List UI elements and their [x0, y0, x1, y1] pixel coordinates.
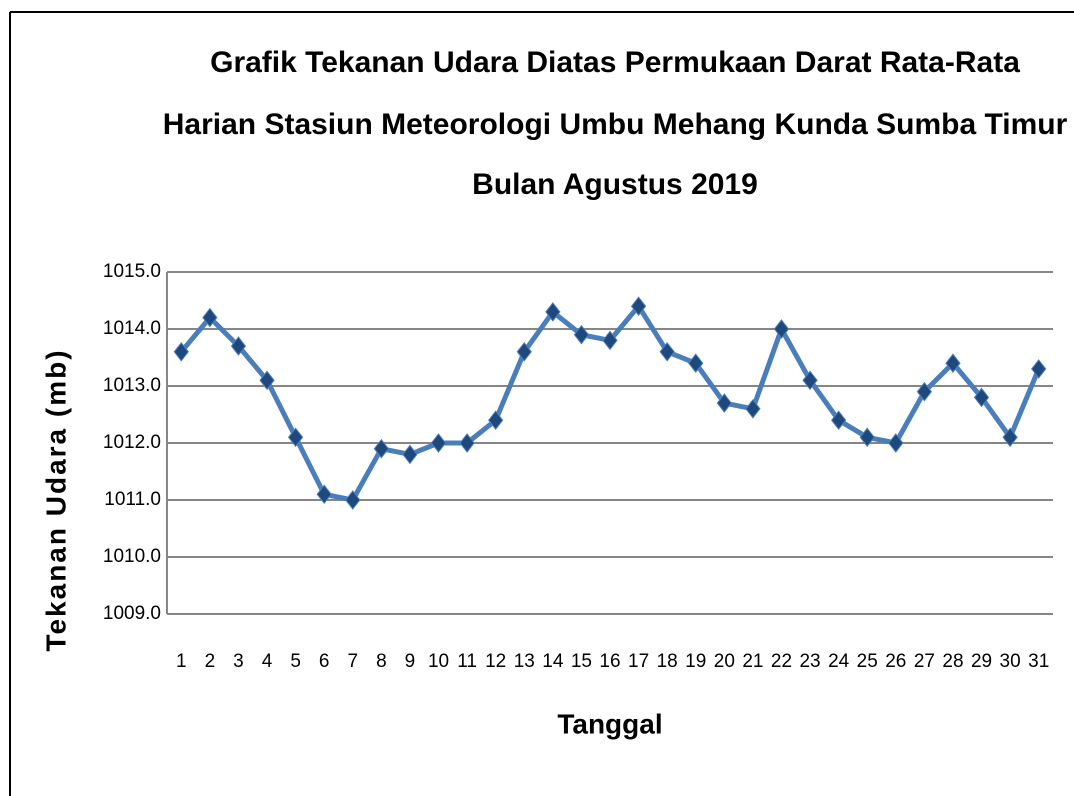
- marker: [345, 490, 361, 510]
- x-tick-label: 14: [542, 651, 564, 672]
- marker: [688, 353, 704, 374]
- marker: [202, 307, 218, 328]
- x-tick-label: 24: [828, 651, 850, 672]
- x-tick-label: 6: [319, 651, 330, 672]
- marker: [630, 296, 647, 317]
- x-tick-label: 15: [571, 651, 592, 672]
- marker: [945, 353, 961, 374]
- marker: [888, 433, 904, 453]
- marker: [287, 427, 304, 448]
- x-tick-label: 18: [657, 651, 678, 672]
- x-tick-label: 7: [347, 651, 358, 672]
- marker: [916, 381, 933, 402]
- y-tick-label: 1009.0: [103, 603, 161, 624]
- x-tick-label: 13: [514, 651, 535, 672]
- y-tick-label: 1011.0: [104, 489, 161, 510]
- y-tick-label: 1015.0: [103, 261, 161, 282]
- marker: [859, 427, 875, 448]
- x-tick-label: 17: [628, 651, 649, 672]
- marker: [230, 336, 247, 356]
- y-axis-title: Tekanan Udara (mb): [40, 348, 71, 651]
- marker: [545, 302, 561, 322]
- x-tick-label: 31: [1028, 651, 1049, 672]
- marker: [573, 324, 590, 345]
- x-tick-label: 20: [714, 651, 735, 672]
- marker: [973, 387, 990, 408]
- x-tick-label: 26: [885, 651, 906, 672]
- marker: [516, 341, 532, 362]
- marker: [430, 433, 447, 453]
- marker: [659, 341, 675, 362]
- marker: [402, 444, 418, 465]
- y-tick-label: 1010.0: [103, 546, 161, 567]
- marker: [173, 341, 189, 362]
- x-tick-label: 11: [457, 651, 477, 672]
- x-tick-label: 16: [599, 651, 620, 672]
- x-axis-title: Tanggal: [557, 708, 662, 739]
- x-tick-label: 29: [971, 651, 992, 672]
- x-tick-label: 12: [485, 651, 506, 672]
- marker: [716, 393, 732, 413]
- x-tick-label: 25: [857, 651, 878, 672]
- y-tick-label: 1014.0: [103, 318, 161, 339]
- x-tick-label: 3: [233, 651, 244, 672]
- marker: [373, 438, 389, 459]
- y-tick-label: 1013.0: [103, 375, 161, 396]
- x-tick-label: 5: [290, 651, 301, 672]
- marker: [316, 484, 332, 505]
- marker: [773, 319, 790, 339]
- marker: [1002, 427, 1018, 448]
- x-tick-label: 28: [942, 651, 963, 672]
- marker: [259, 370, 275, 391]
- x-tick-label: 19: [685, 651, 706, 672]
- x-tick-label: 8: [376, 651, 387, 672]
- x-tick-label: 10: [428, 651, 449, 672]
- x-tick-label: 30: [1000, 651, 1021, 672]
- chart-title: Harian Stasiun Meteorologi Umbu Mehang K…: [163, 108, 1068, 141]
- x-tick-label: 9: [405, 651, 416, 672]
- x-tick-label: 23: [799, 651, 820, 672]
- marker: [802, 370, 818, 391]
- x-tick-label: 21: [742, 651, 763, 672]
- x-tick-label: 1: [176, 651, 187, 672]
- chart-title: Bulan Agustus 2019: [472, 168, 758, 201]
- marker: [1031, 359, 1047, 379]
- chart-title: Grafik Tekanan Udara Diatas Permukaan Da…: [210, 46, 1020, 79]
- marker: [488, 410, 504, 431]
- marker: [745, 398, 761, 419]
- x-tick-label: 2: [205, 651, 216, 672]
- marker: [831, 410, 847, 431]
- x-tick-label: 22: [771, 651, 792, 672]
- x-tick-label: 27: [914, 651, 935, 672]
- marker: [459, 433, 475, 453]
- y-tick-label: 1012.0: [103, 432, 161, 453]
- x-tick-label: 4: [262, 651, 273, 672]
- marker: [602, 330, 618, 351]
